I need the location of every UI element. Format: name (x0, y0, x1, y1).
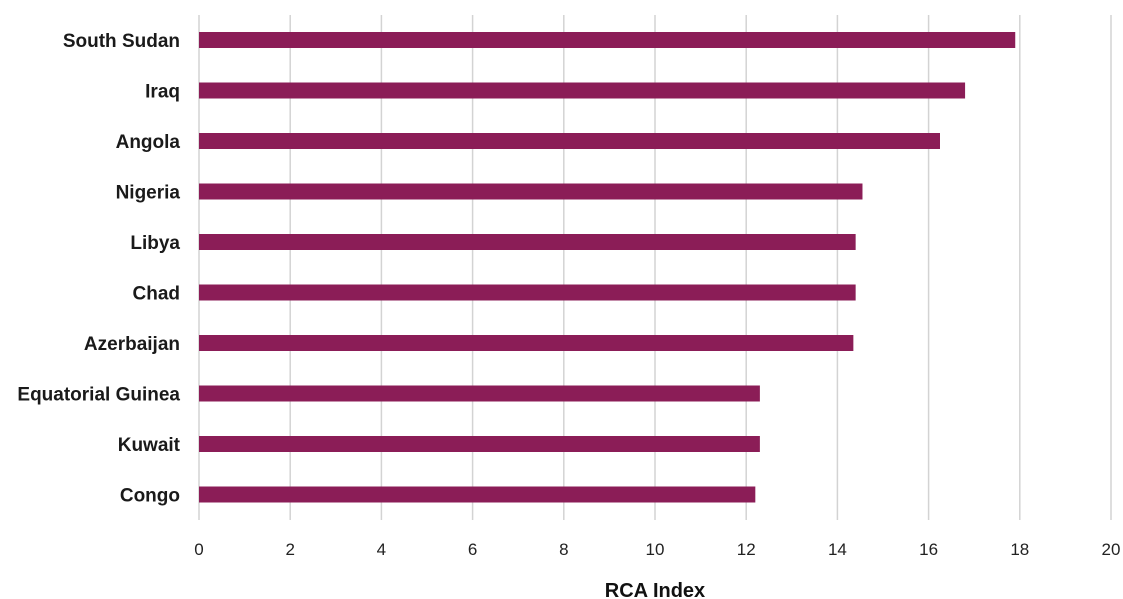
bars (199, 32, 1016, 503)
category-label: Equatorial Guinea (17, 385, 180, 406)
category-label: Azerbaijan (84, 334, 180, 355)
bar (199, 32, 1016, 48)
x-tick-label: 2 (285, 540, 294, 559)
bar (199, 133, 940, 149)
x-tick-label: 18 (1010, 540, 1029, 559)
gridlines (198, 15, 1112, 520)
x-tick-label: 6 (468, 540, 477, 559)
x-tick-label: 14 (828, 540, 847, 559)
bar (199, 183, 863, 200)
bar (199, 436, 760, 452)
category-label: Angola (116, 132, 181, 153)
x-tick-label: 16 (919, 540, 938, 559)
x-axis-title: RCA Index (605, 580, 705, 599)
x-tick-labels: 0 2 4 6 8 10 12 14 16 18 20 (194, 540, 1120, 559)
x-tick-label: 0 (194, 540, 203, 559)
bar (199, 385, 760, 402)
bar (199, 335, 854, 351)
category-label: Congo (120, 486, 180, 507)
x-tick-label: 10 (646, 540, 665, 559)
category-label: Libya (130, 233, 180, 254)
x-tick-label: 12 (737, 540, 756, 559)
category-label: Iraq (145, 82, 180, 103)
x-tick-label: 20 (1102, 540, 1121, 559)
category-label: Chad (133, 284, 181, 305)
bar (199, 234, 856, 250)
bar (199, 486, 756, 503)
category-label: Kuwait (118, 435, 181, 456)
bar (199, 284, 856, 301)
category-label: Nigeria (116, 183, 181, 204)
x-tick-label: 8 (559, 540, 568, 559)
x-tick-label: 4 (377, 540, 386, 559)
category-label: South Sudan (63, 31, 180, 52)
bar (199, 82, 966, 99)
category-labels: South Sudan Iraq Angola Nigeria Libya Chad Aze… (17, 31, 180, 507)
